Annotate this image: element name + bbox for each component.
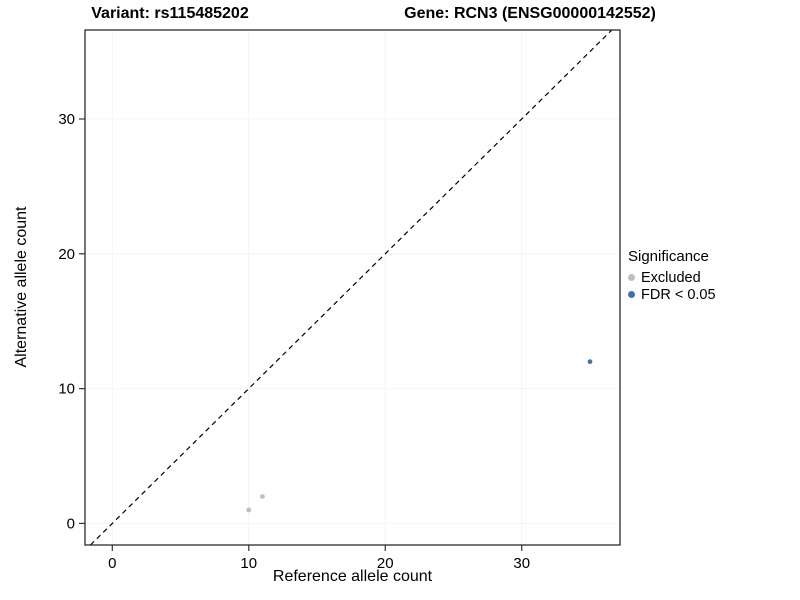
- gene-title: Gene: RCN3 (ENSG00000142552): [404, 5, 656, 22]
- y-tick-label: 0: [67, 515, 75, 532]
- legend-label: Excluded: [641, 269, 701, 286]
- x-tick-label: 30: [513, 555, 530, 572]
- y-tick-label: 30: [58, 111, 75, 128]
- legend-title: Significance: [628, 248, 709, 265]
- legend-entries: Excluded FDR < 0.05: [628, 269, 716, 303]
- y-tick-label: 20: [58, 246, 75, 263]
- panel-border: [84, 29, 621, 546]
- legend-dot: [628, 274, 635, 281]
- y-axis-label: Alternative allele count: [13, 206, 30, 368]
- legend-entry: FDR < 0.05: [628, 286, 716, 303]
- legend-label: FDR < 0.05: [641, 286, 716, 303]
- x-axis-label: Reference allele count: [272, 568, 433, 585]
- legend-dot: [628, 291, 635, 298]
- x-tick-label: 20: [377, 555, 394, 572]
- y-tick-label: 10: [58, 381, 75, 398]
- identity-line: [90, 29, 613, 546]
- variant-title: Variant: rs115485202: [91, 5, 249, 22]
- data-point: [260, 494, 265, 499]
- data-point: [246, 507, 252, 513]
- x-tick-label: 0: [108, 555, 116, 572]
- legend: Significance Excluded FDR < 0.05: [628, 248, 716, 303]
- data-point: [587, 359, 593, 365]
- legend-entry: Excluded: [628, 269, 716, 286]
- x-tick-label: 10: [240, 555, 257, 572]
